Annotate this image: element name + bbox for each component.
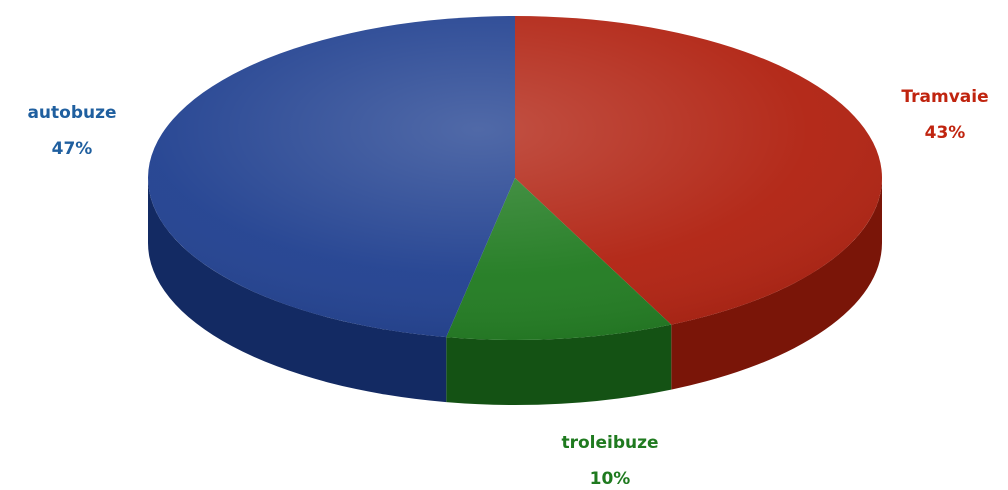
pie-sides [148, 178, 882, 405]
pie-side-autobuze [148, 178, 447, 403]
pie-side-tramvaie [671, 178, 882, 390]
pie-tops [148, 16, 882, 340]
pie-labels: Tramvaie 43% troleibuze 10% autobuze 47% [27, 87, 988, 489]
slice-label-autobuze-name: autobuze [27, 103, 116, 123]
slice-label-troleibuze-name: troleibuze [561, 433, 658, 453]
pie-side-troleibuze [446, 324, 672, 405]
slice-label-tramvaie-percent: 43% [925, 123, 966, 143]
slice-label-troleibuze-percent: 10% [590, 469, 631, 489]
pie-shine-overlay [148, 16, 882, 340]
slice-label-tramvaie-name: Tramvaie [901, 87, 988, 107]
slice-label-autobuze-percent: 47% [52, 139, 93, 159]
